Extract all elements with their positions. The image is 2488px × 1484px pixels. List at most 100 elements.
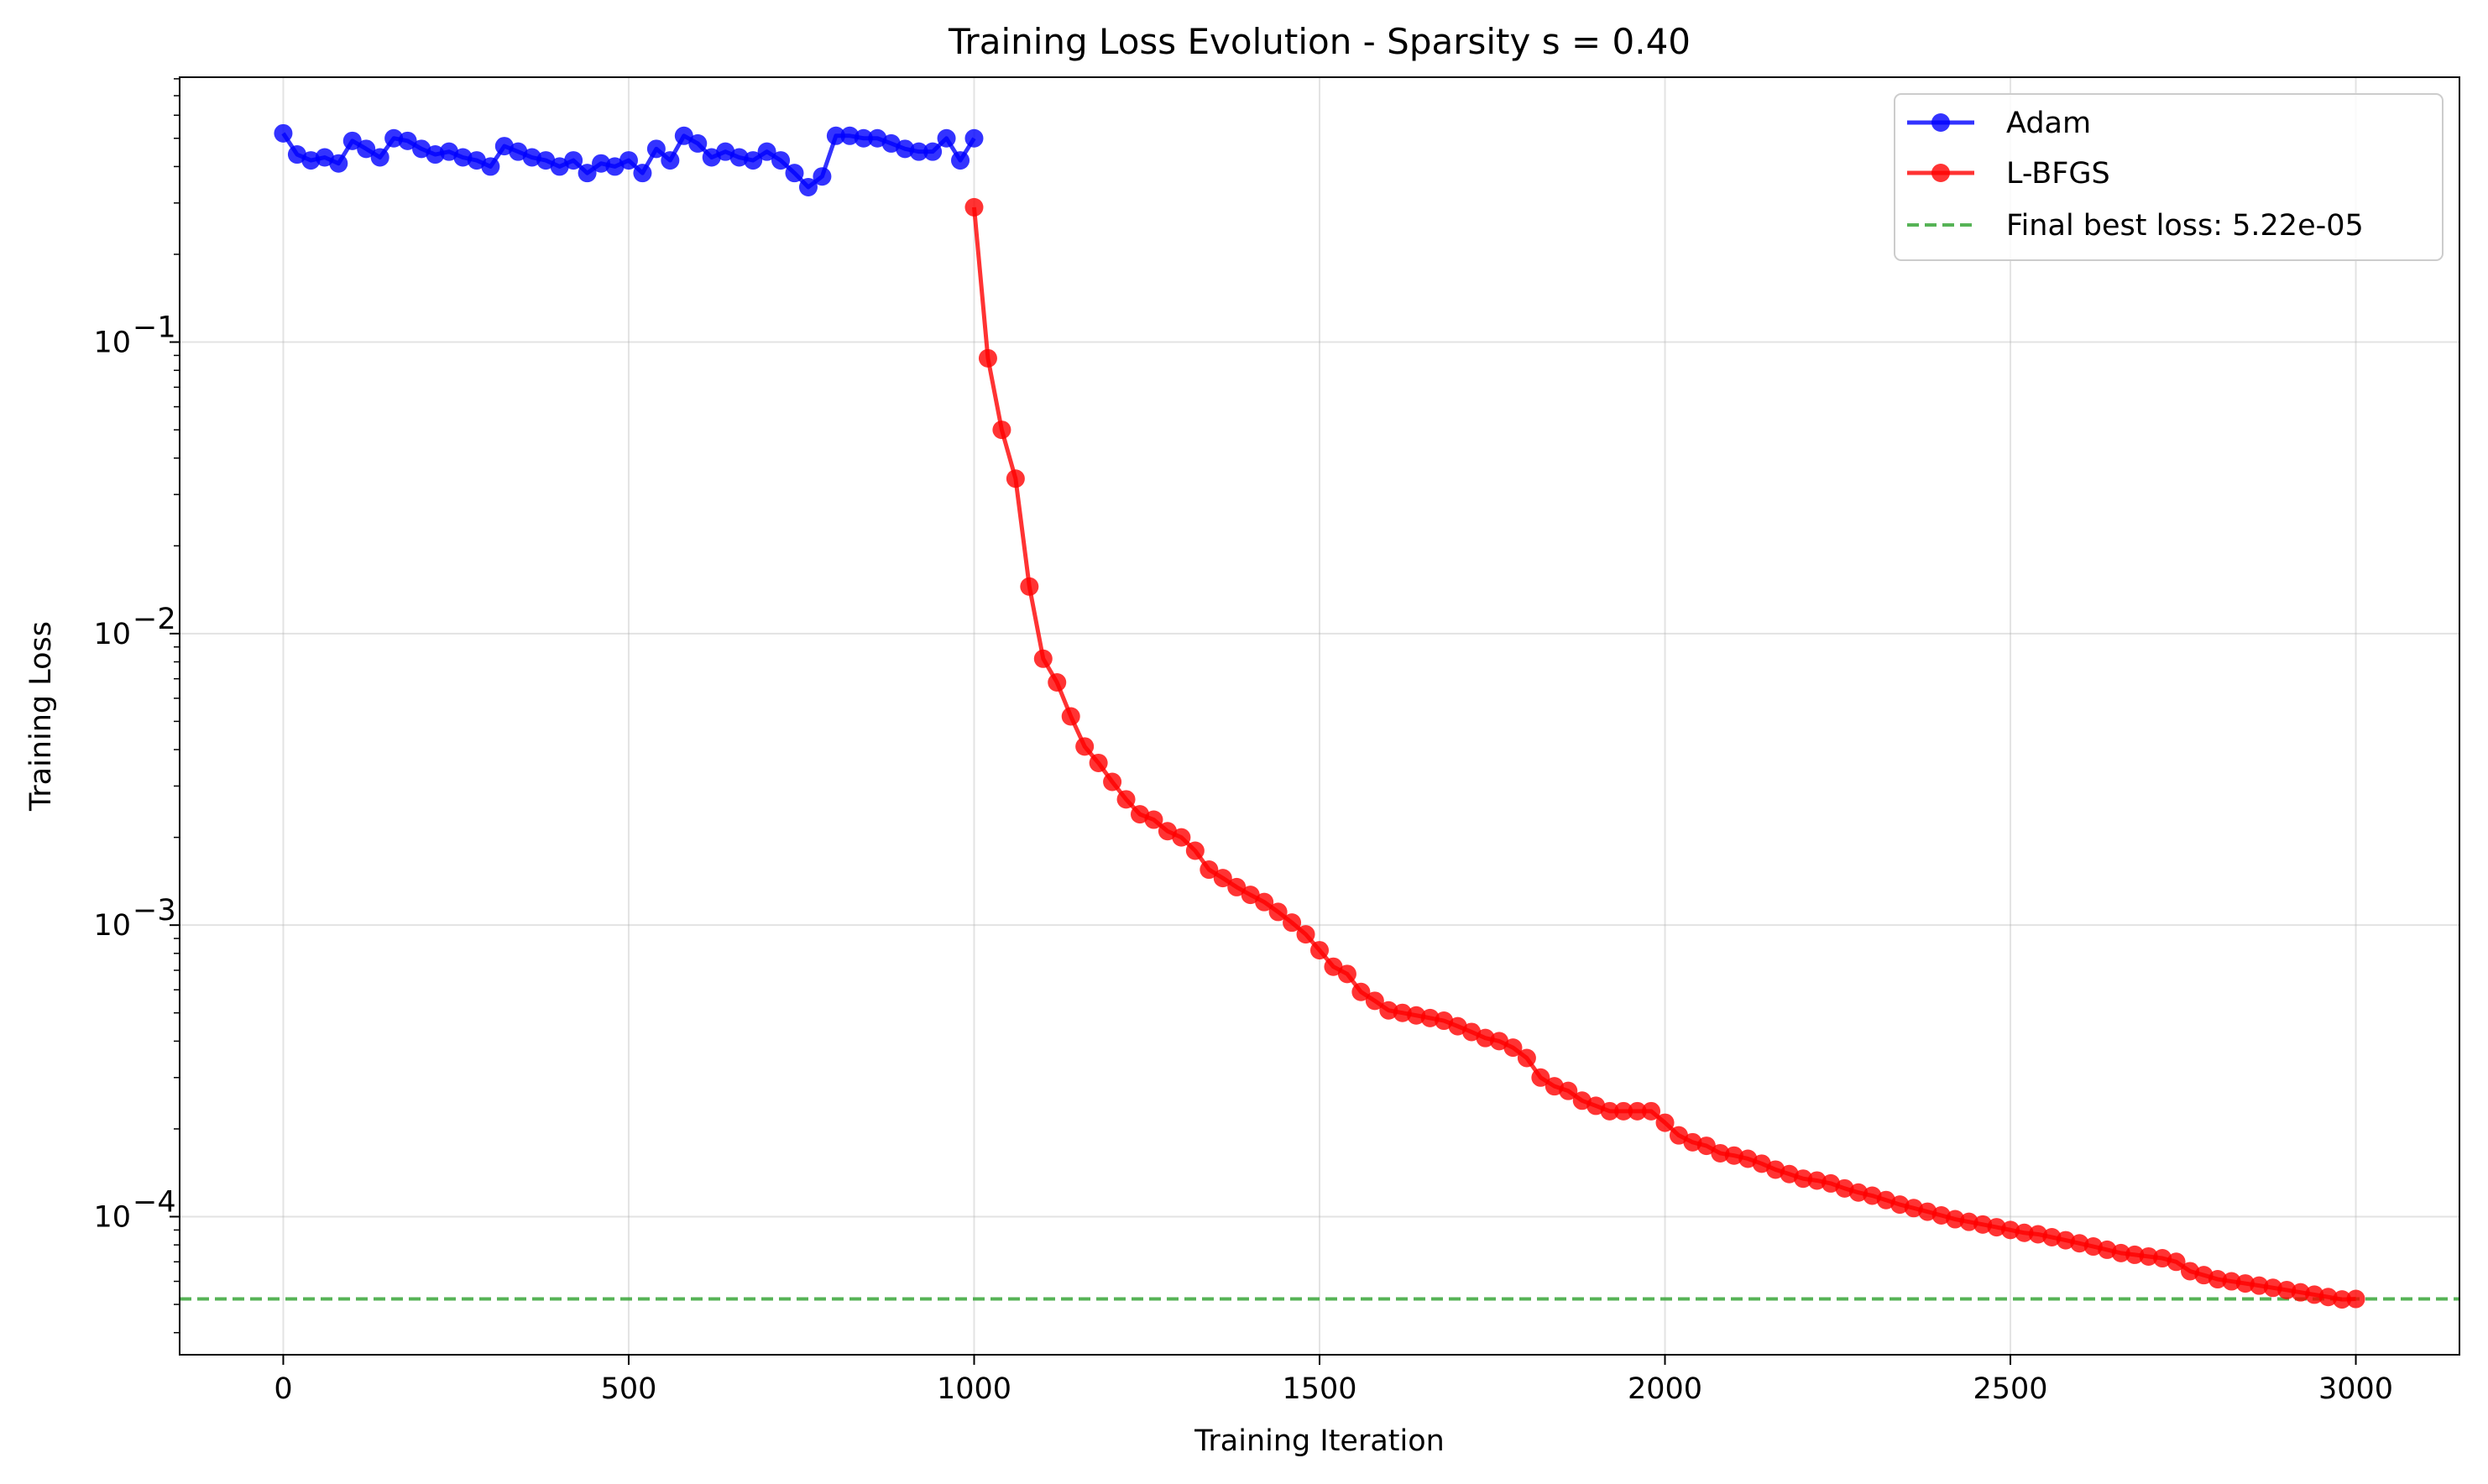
series-adam-point <box>481 157 500 176</box>
series-adam-point <box>578 164 597 183</box>
series-lbfgs-point <box>1531 1068 1550 1087</box>
series-lbfgs-point <box>1642 1101 1661 1121</box>
legend-best-label: Final best loss: 5.22e-05 <box>2006 209 2364 243</box>
series-lbfgs-point <box>1393 1003 1412 1022</box>
series-lbfgs-point <box>2167 1252 2186 1272</box>
series-lbfgs-point <box>2222 1272 2241 1291</box>
series-lbfgs-point <box>1559 1081 1578 1100</box>
y-tick-label: 10 <box>93 327 131 360</box>
series-lbfgs-point <box>1351 982 1371 1001</box>
series-adam-point <box>342 131 362 150</box>
series-adam-point <box>509 142 528 161</box>
legend-entry-final-best: Final best loss: 5.22e-05 <box>1907 209 2364 243</box>
series-lbfgs-point <box>2318 1288 2338 1307</box>
x-tick-label: 2500 <box>1973 1372 2047 1406</box>
series-lbfgs-point <box>1628 1101 1647 1121</box>
series-lbfgs-point <box>1241 886 1260 905</box>
series-adam-point <box>951 151 970 170</box>
series-lbfgs-point <box>1848 1183 1868 1202</box>
series-adam-point <box>564 151 583 170</box>
series-adam-point <box>674 126 693 145</box>
x-axis: 0 500 1000 1500 2000 2500 3000 <box>274 1355 2393 1406</box>
chart-title: Training Loss Evolution - Sparsity s = 0… <box>948 21 1691 62</box>
series-adam-point <box>605 157 625 176</box>
series-lbfgs-point <box>1185 841 1205 860</box>
series-lbfgs-point <box>1489 1032 1508 1051</box>
series-adam-point <box>536 151 556 170</box>
series-adam-point <box>771 151 791 170</box>
series-lbfgs-point <box>1172 828 1191 847</box>
series-lbfgs-point <box>1794 1169 1813 1189</box>
series-lbfgs-point <box>2263 1278 2282 1298</box>
y-tick-label-exponent: −1 <box>133 311 176 345</box>
series-lbfgs-point <box>2250 1276 2269 1295</box>
series-lbfgs-point <box>1904 1199 1923 1218</box>
series-lbfgs-point <box>2153 1249 2172 1268</box>
series-lbfgs-point <box>1020 577 1039 596</box>
series-lbfgs-point <box>2083 1237 2103 1257</box>
series-lbfgs-point <box>1006 469 1025 489</box>
series-adam-point <box>426 145 445 165</box>
series-adam-point <box>826 126 845 145</box>
series-adam-point <box>592 154 611 173</box>
series-adam-point <box>896 139 915 159</box>
series-lbfgs-point <box>2001 1220 2020 1240</box>
series-adam-point <box>702 148 721 167</box>
series-lbfgs-point <box>1268 902 1288 922</box>
series-lbfgs-point <box>1310 941 1329 960</box>
series-lbfgs-point <box>992 421 1011 440</box>
x-axis-label: Training Iteration <box>1194 1424 1445 1458</box>
series-adam-point <box>798 177 818 196</box>
series-lbfgs-point <box>1213 869 1232 888</box>
series-lbfgs-point <box>1448 1016 1467 1036</box>
series-lbfgs-point <box>2125 1245 2145 1264</box>
series-lbfgs-point <box>1337 964 1356 984</box>
legend-adam-label: Adam <box>2006 107 2091 140</box>
legend-lbfgs-label: L-BFGS <box>2006 157 2110 191</box>
series-lbfgs-point <box>2346 1289 2365 1309</box>
series-lbfgs-point <box>2111 1243 2130 1262</box>
series-layer <box>274 123 2365 1309</box>
y-tick-label-base: 10 <box>93 618 131 651</box>
series-lbfgs-point <box>1476 1028 1495 1048</box>
y-tick-label-exponent: −2 <box>133 603 176 636</box>
series-lbfgs-point <box>1158 822 1177 841</box>
series-lbfgs-point <box>1255 892 1274 912</box>
series-adam-point <box>315 148 334 167</box>
series-adam-point <box>619 151 638 170</box>
series-adam-point <box>964 128 984 148</box>
series-lbfgs-point <box>1946 1210 1965 1229</box>
series-adam-point <box>412 139 431 159</box>
legend-entry-lbfgs: L-BFGS <box>1907 157 2110 191</box>
series-lbfgs-point <box>2139 1246 2158 1266</box>
y-tick-label-exponent: −3 <box>133 894 176 928</box>
series-lbfgs-point <box>1973 1215 1993 1234</box>
series-lbfgs-point <box>1075 737 1095 756</box>
series-lbfgs-point <box>1655 1113 1675 1132</box>
series-lbfgs-point <box>1144 810 1163 829</box>
series-adam-point <box>398 131 417 150</box>
legend-entry-adam: Adam <box>1907 107 2091 140</box>
series-adam-point <box>633 164 652 183</box>
series-lbfgs-point <box>1365 991 1384 1011</box>
series-adam-point <box>757 142 776 161</box>
series-lbfgs-point <box>1987 1218 2006 1237</box>
y-tick-label-base: 10 <box>93 327 131 360</box>
series-adam-point <box>370 148 389 167</box>
series-lbfgs-point <box>1116 790 1136 809</box>
series-adam-point <box>661 151 680 170</box>
series-lbfgs-point <box>1103 772 1122 792</box>
series-lbfgs-point <box>1379 1001 1398 1020</box>
series-lbfgs-point <box>964 197 984 217</box>
grid-lines <box>180 77 2459 1355</box>
series-adam-point <box>494 137 514 156</box>
x-tick-label: 0 <box>274 1372 292 1406</box>
x-tick-label: 1000 <box>937 1372 1011 1406</box>
series-adam-point <box>785 164 804 183</box>
series-lbfgs-point <box>1089 753 1108 772</box>
series-lbfgs-point <box>1614 1101 1633 1121</box>
series-lbfgs-point <box>1669 1126 1688 1145</box>
x-tick-label: 500 <box>601 1372 657 1406</box>
series-adam-point <box>301 151 321 170</box>
